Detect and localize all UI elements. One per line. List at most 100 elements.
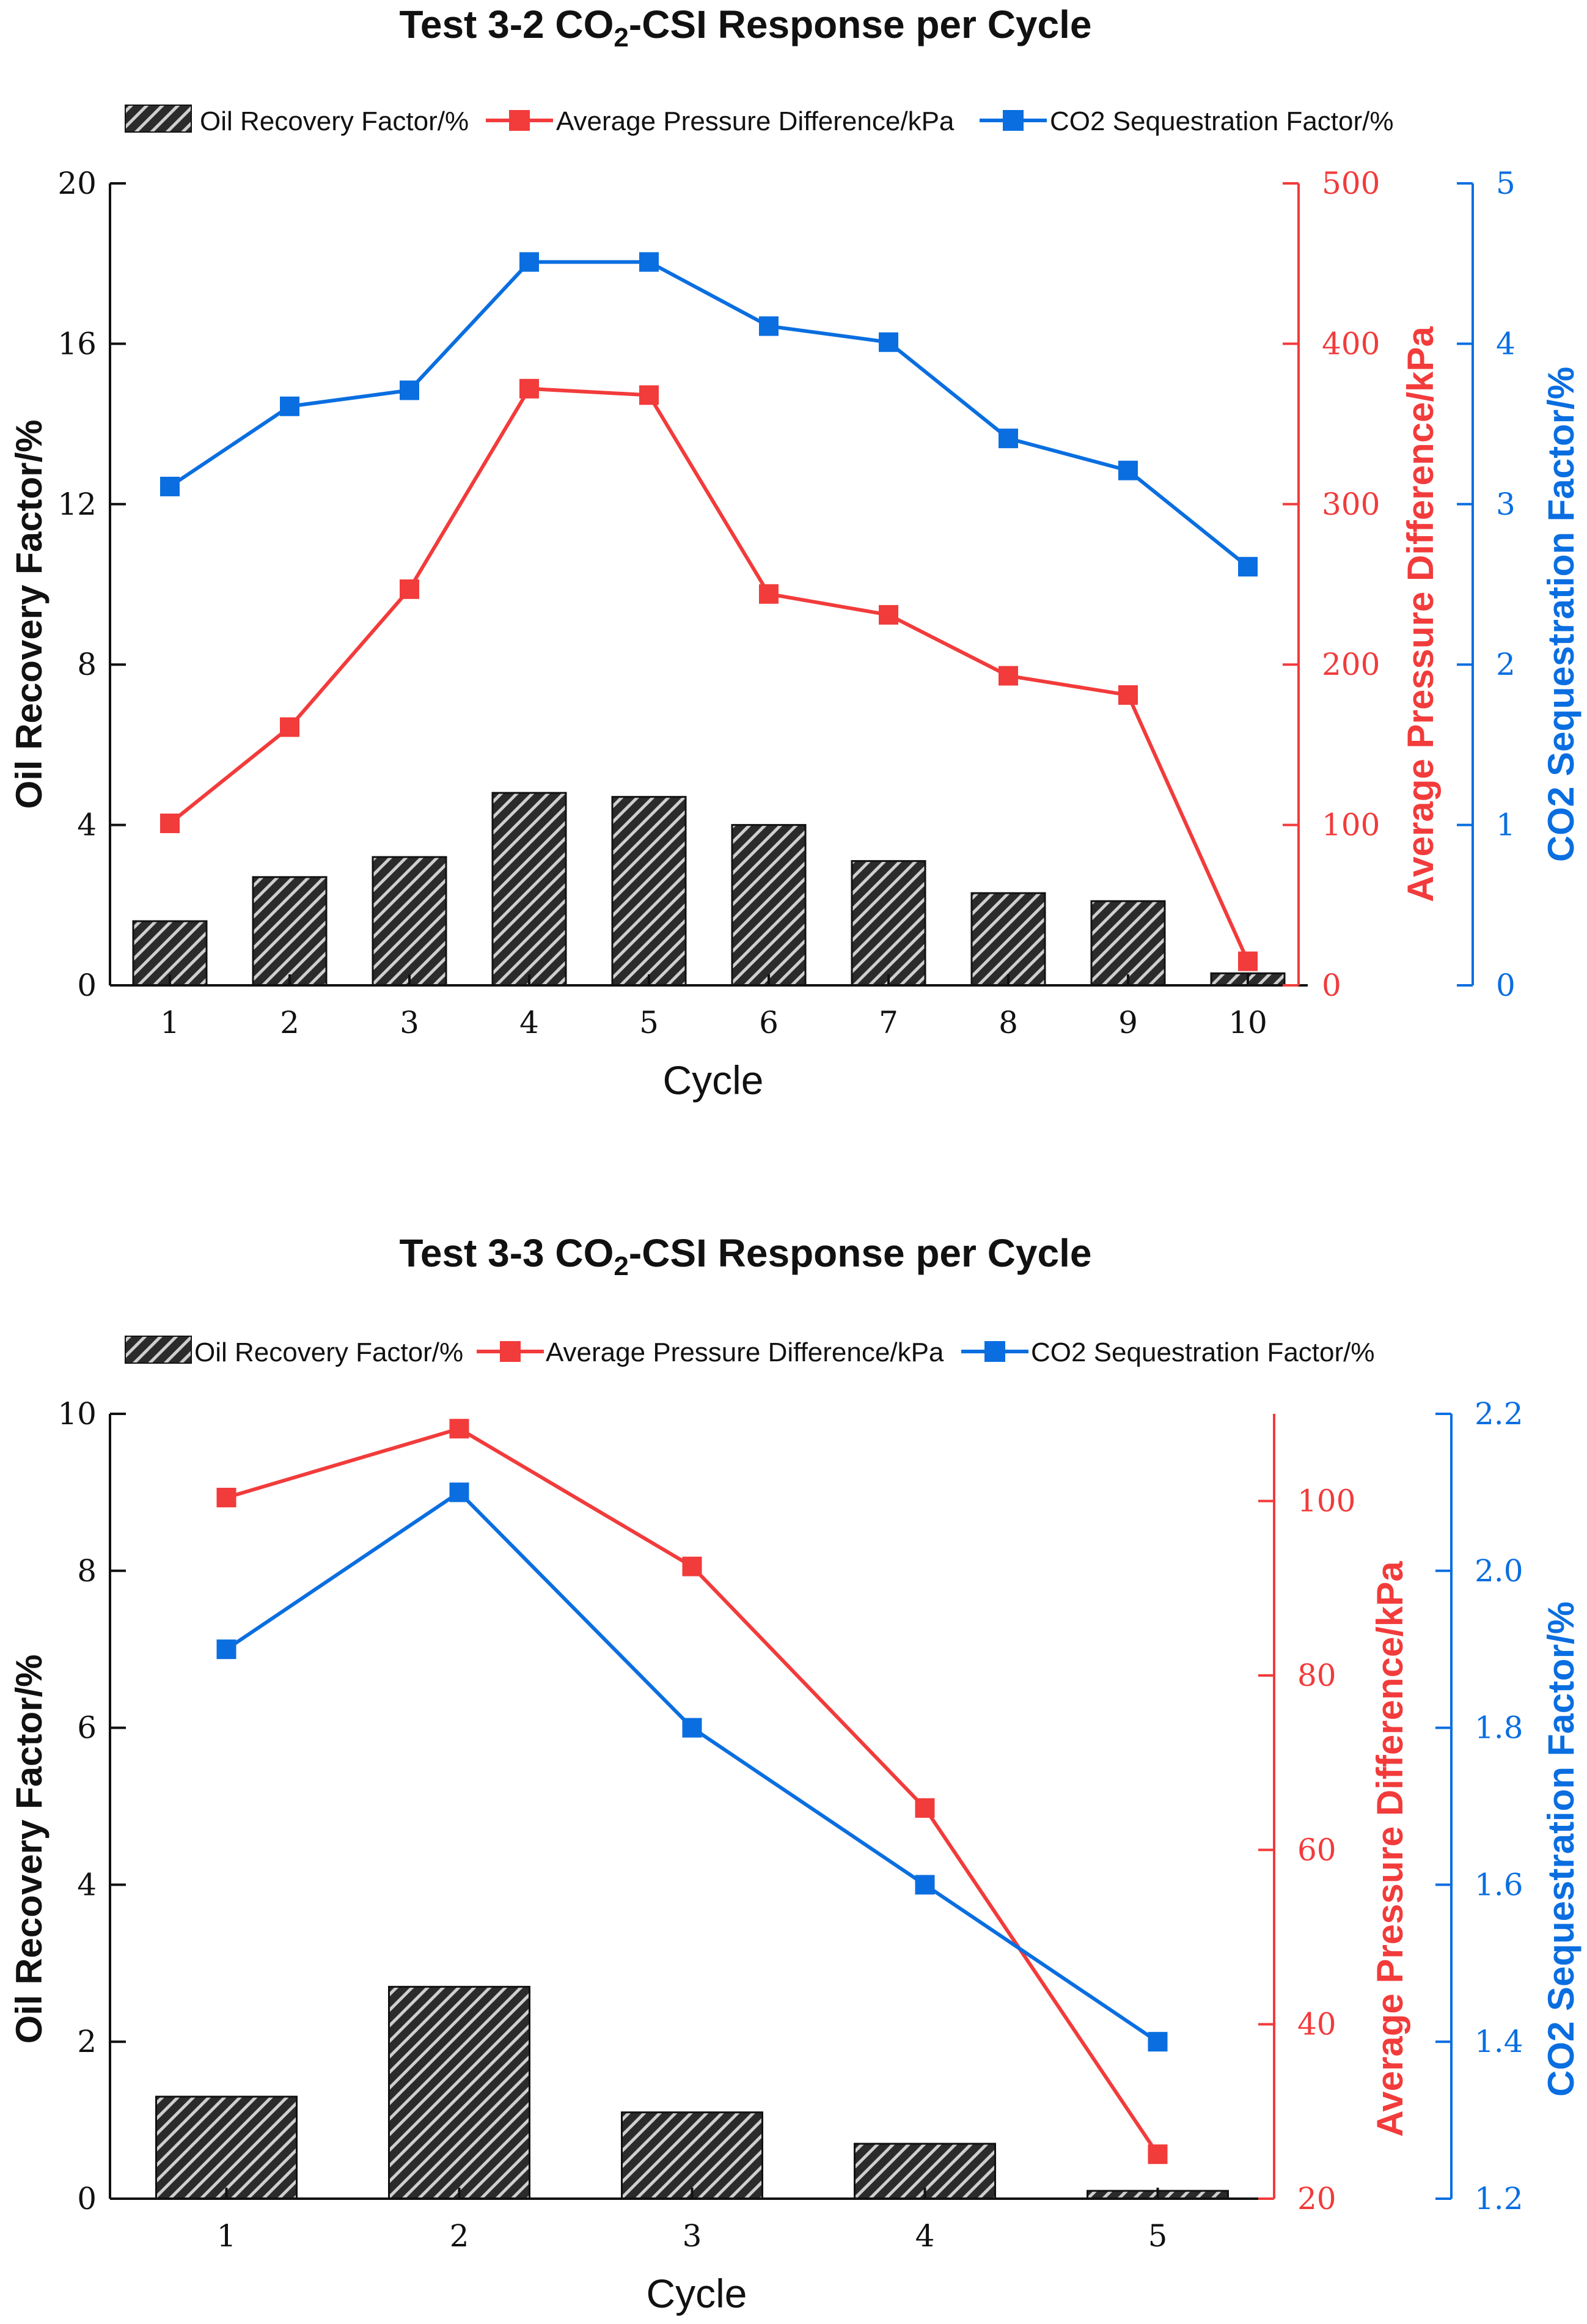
point-sequestration	[682, 1718, 702, 1738]
point-sequestration	[879, 332, 898, 352]
right-axis-pressure-tick-label: 0	[1322, 968, 1341, 1003]
point-sequestration	[759, 316, 779, 336]
point-pressure	[759, 584, 779, 604]
legend: Oil Recovery Factor/% Average Pressure D…	[125, 105, 1393, 136]
x-axis-tick-label: 4	[519, 1005, 539, 1040]
bar-oil-recovery	[491, 792, 567, 987]
point-pressure	[449, 1419, 469, 1439]
right-axis-sequestration-tick-label: 2.0	[1475, 1553, 1523, 1589]
point-pressure	[879, 605, 898, 625]
right-axis-sequestration-title: CO2 Sequestration Factor/%	[1541, 367, 1582, 862]
point-sequestration	[216, 1639, 236, 1660]
x-axis-tick-label: 8	[999, 1005, 1018, 1040]
x-axis-tick-label: 6	[759, 1005, 779, 1040]
point-sequestration	[400, 380, 419, 400]
right-axis-pressure-title: Average Pressure Difference/kPa	[1400, 326, 1441, 902]
left-axis-tick-label: 4	[77, 1867, 97, 1902]
right-axis-sequestration-tick-label: 4	[1496, 326, 1516, 361]
left-axis-tick-label: 8	[77, 1553, 97, 1589]
x-axis-tick-label: 5	[1148, 2218, 1168, 2254]
right-axis-pressure-tick-label: 100	[1297, 1484, 1355, 1519]
right-axis-pressure-tick-label: 20	[1297, 2181, 1336, 2216]
left-axis-title: Oil Recovery Factor/%	[9, 1655, 49, 2044]
bar-oil-recovery	[388, 1985, 530, 2200]
point-pressure	[216, 1487, 236, 1507]
point-pressure	[280, 717, 299, 737]
blue-square-icon	[984, 1341, 1005, 1362]
left-axis-tick-label: 16	[57, 326, 97, 361]
left-axis-tick-label: 0	[77, 2181, 97, 2216]
right-axis-pressure-tick-label: 80	[1297, 1658, 1336, 1693]
left-axis-tick-label: 0	[77, 968, 97, 1003]
red-square-icon	[509, 110, 530, 131]
point-pressure	[682, 1556, 702, 1576]
point-sequestration	[160, 476, 180, 496]
right-axis-sequestration-tick-label: 2.2	[1475, 1396, 1523, 1432]
x-axis-tick-label: 3	[400, 1005, 419, 1040]
x-axis-tick-label: 5	[639, 1005, 659, 1040]
point-sequestration	[519, 252, 539, 272]
chart-test-3-3: Test 3-3 CO2-CSI Response per Cycle Oil …	[9, 1231, 1582, 2316]
right-axis-pressure-tick-label: 200	[1322, 647, 1380, 682]
right-axis-pressure-tick-label: 500	[1322, 166, 1380, 201]
right-axis-sequestration-tick-label: 1.2	[1475, 2181, 1523, 2216]
x-axis-tick-label: 1	[160, 1005, 180, 1040]
x-axis-tick-label: 2	[280, 1005, 299, 1040]
left-axis-tick-label: 8	[77, 647, 97, 682]
legend-label-pressure: Average Pressure Difference/kPa	[556, 106, 955, 136]
legend-label-pressure: Average Pressure Difference/kPa	[546, 1337, 944, 1367]
legend-label-sequestration: CO2 Sequestration Factor/%	[1031, 1337, 1374, 1367]
x-axis-tick-label: 7	[879, 1005, 898, 1040]
legend-label-oil-recovery: Oil Recovery Factor/%	[200, 106, 469, 136]
point-sequestration	[449, 1482, 469, 1502]
point-pressure	[915, 1798, 935, 1818]
line-sequestration	[169, 260, 1249, 568]
right-axis-sequestration-tick-label: 1.4	[1475, 2024, 1523, 2059]
point-sequestration	[1148, 2032, 1168, 2052]
point-pressure	[519, 378, 539, 399]
point-pressure	[400, 579, 419, 599]
right-axis-sequestration-tick-label: 0	[1496, 968, 1516, 1003]
right-axis-pressure-title: Average Pressure Difference/kPa	[1369, 1561, 1410, 2137]
point-pressure	[639, 385, 659, 405]
x-axis-tick-label: 1	[217, 2218, 236, 2254]
x-axis-tick-label: 4	[915, 2218, 935, 2254]
bar-oil-recovery	[621, 2111, 763, 2200]
right-axis-pressure-tick-label: 60	[1297, 1832, 1336, 1867]
x-axis-tick-label: 2	[450, 2218, 469, 2254]
x-axis-tick-label: 10	[1228, 1005, 1267, 1040]
bar-oil-recovery	[155, 2095, 298, 2200]
bar-oil-recovery	[372, 856, 447, 987]
right-axis-pressure-tick-label: 40	[1297, 2007, 1336, 2042]
point-sequestration	[999, 428, 1018, 449]
legend: Oil Recovery Factor/% Average Pressure D…	[125, 1336, 1374, 1367]
left-axis-tick-label: 2	[77, 2024, 97, 2059]
point-pressure	[999, 666, 1018, 686]
legend-label-sequestration: CO2 Sequestration Factor/%	[1050, 106, 1393, 136]
bar-oil-recovery	[1090, 900, 1166, 987]
right-axis-sequestration-tick-label: 5	[1496, 166, 1516, 201]
point-pressure	[160, 813, 180, 833]
point-sequestration	[639, 252, 659, 272]
red-square-icon	[500, 1341, 521, 1362]
left-axis-tick-label: 20	[57, 166, 97, 201]
bar-oil-recovery	[970, 892, 1046, 987]
left-axis-tick-label: 10	[57, 1396, 97, 1432]
right-axis-sequestration-title: CO2 Sequestration Factor/%	[1541, 1601, 1582, 2097]
x-axis-tick-label: 9	[1118, 1005, 1138, 1040]
line-pressure	[225, 1427, 1159, 2155]
point-sequestration	[1238, 557, 1258, 577]
chart-title: Test 3-3 CO2-CSI Response per Cycle	[400, 1231, 1092, 1281]
chart-title: Test 3-2 CO2-CSI Response per Cycle	[400, 2, 1092, 53]
right-axis-sequestration-tick-label: 1	[1496, 807, 1516, 843]
point-sequestration	[1118, 460, 1138, 480]
x-axis-title: Cycle	[646, 2271, 747, 2316]
right-axis-sequestration-tick-label: 3	[1496, 487, 1516, 522]
left-axis-tick-label: 6	[77, 1710, 97, 1746]
bar-oil-recovery	[252, 876, 328, 987]
right-axis-sequestration-tick-label: 2	[1496, 647, 1516, 682]
left-axis-tick-label: 12	[57, 487, 97, 522]
